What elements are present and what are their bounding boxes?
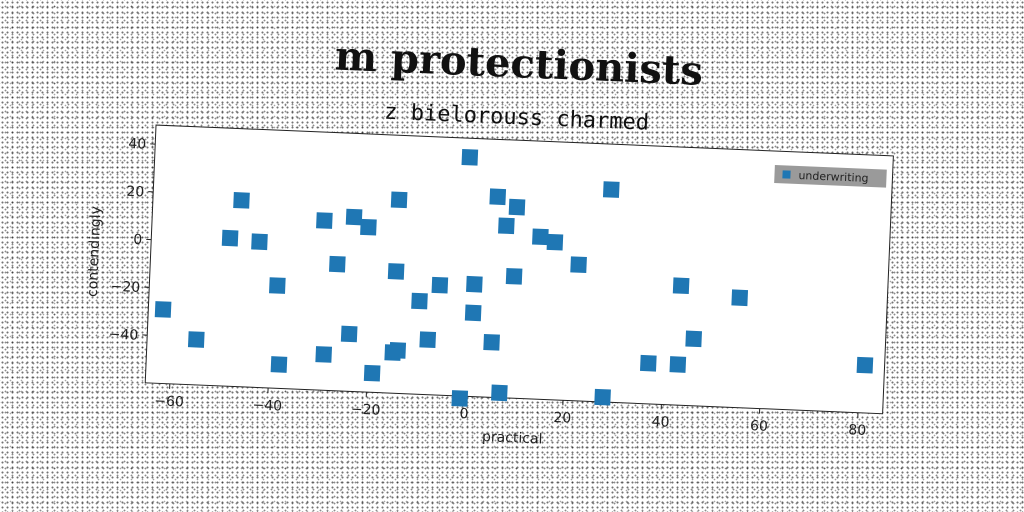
x-tick-label: −40 xyxy=(252,397,282,414)
scatter-point xyxy=(269,277,286,294)
scatter-point xyxy=(451,390,469,407)
x-tick-label: 0 xyxy=(459,406,469,422)
scatter-point xyxy=(640,354,657,372)
scatter-point xyxy=(464,304,482,322)
scatter-point xyxy=(328,255,346,273)
scatter-point xyxy=(389,342,407,359)
x-tick-label: 40 xyxy=(651,414,669,431)
legend-marker xyxy=(782,170,791,179)
scatter-point xyxy=(856,356,874,374)
y-tick-label: −20 xyxy=(110,279,140,296)
x-tick-label: 20 xyxy=(553,410,571,427)
scatter-point xyxy=(187,331,205,348)
scatter-point xyxy=(731,289,749,307)
scatter-point xyxy=(570,256,587,274)
scatter-point xyxy=(411,292,428,310)
x-tick-label: −60 xyxy=(154,393,184,410)
scatter-point xyxy=(672,277,690,295)
scatter-point xyxy=(233,192,250,209)
scatter-point xyxy=(602,181,620,198)
scatter-point xyxy=(546,233,564,251)
legend-box xyxy=(774,164,887,188)
scatter-point xyxy=(505,268,523,285)
scatter-point xyxy=(489,188,507,206)
y-axis: −40 −20 0 20 40 xyxy=(108,136,156,344)
scatter-point xyxy=(532,228,549,246)
scatter-point xyxy=(483,334,500,351)
scatter-plot: −60 −40 −20 0 20 40 60 80 −40 −20 0 20 40 practical… xyxy=(85,124,894,448)
scatter-point xyxy=(316,212,333,229)
scatter-point xyxy=(363,364,381,382)
scatter-point xyxy=(221,229,239,247)
scatter-point xyxy=(498,217,515,235)
scatter-point xyxy=(669,356,687,373)
data-points xyxy=(154,148,874,407)
chart-panel: m protectionists z bielorouss charmed −6… xyxy=(72,22,949,488)
x-tick-label: 60 xyxy=(750,418,768,435)
y-axis-label: contendingly xyxy=(85,206,105,297)
x-axis: −60 −40 −20 0 20 40 60 80 xyxy=(154,383,866,439)
y-tick-label: −40 xyxy=(108,326,138,343)
x-axis-label: practical xyxy=(482,429,543,448)
y-tick-label: 40 xyxy=(128,136,146,153)
scatter-point xyxy=(270,356,288,373)
scatter-point xyxy=(345,208,363,226)
scatter-point xyxy=(508,198,526,216)
scatter-point xyxy=(390,191,408,209)
scatter-point xyxy=(431,276,449,294)
legend-label: underwriting xyxy=(798,169,869,185)
x-tick-label: −20 xyxy=(351,401,381,418)
scatter-point xyxy=(419,331,437,348)
scatter-point xyxy=(466,275,483,293)
y-tick-label: 0 xyxy=(133,232,143,248)
scatter-point xyxy=(387,263,405,280)
scatter-point xyxy=(154,301,172,318)
scatter-point xyxy=(340,325,358,343)
scatter-point xyxy=(461,148,479,166)
legend: underwriting xyxy=(774,164,887,188)
scatter-point xyxy=(491,384,508,402)
scatter-point xyxy=(594,388,611,406)
scatter-point xyxy=(315,346,333,363)
scatter-point xyxy=(360,218,377,236)
scatter-point xyxy=(685,330,702,348)
x-tick-label: 80 xyxy=(848,422,866,439)
scatter-point xyxy=(251,233,268,251)
y-tick-label: 20 xyxy=(126,184,144,201)
